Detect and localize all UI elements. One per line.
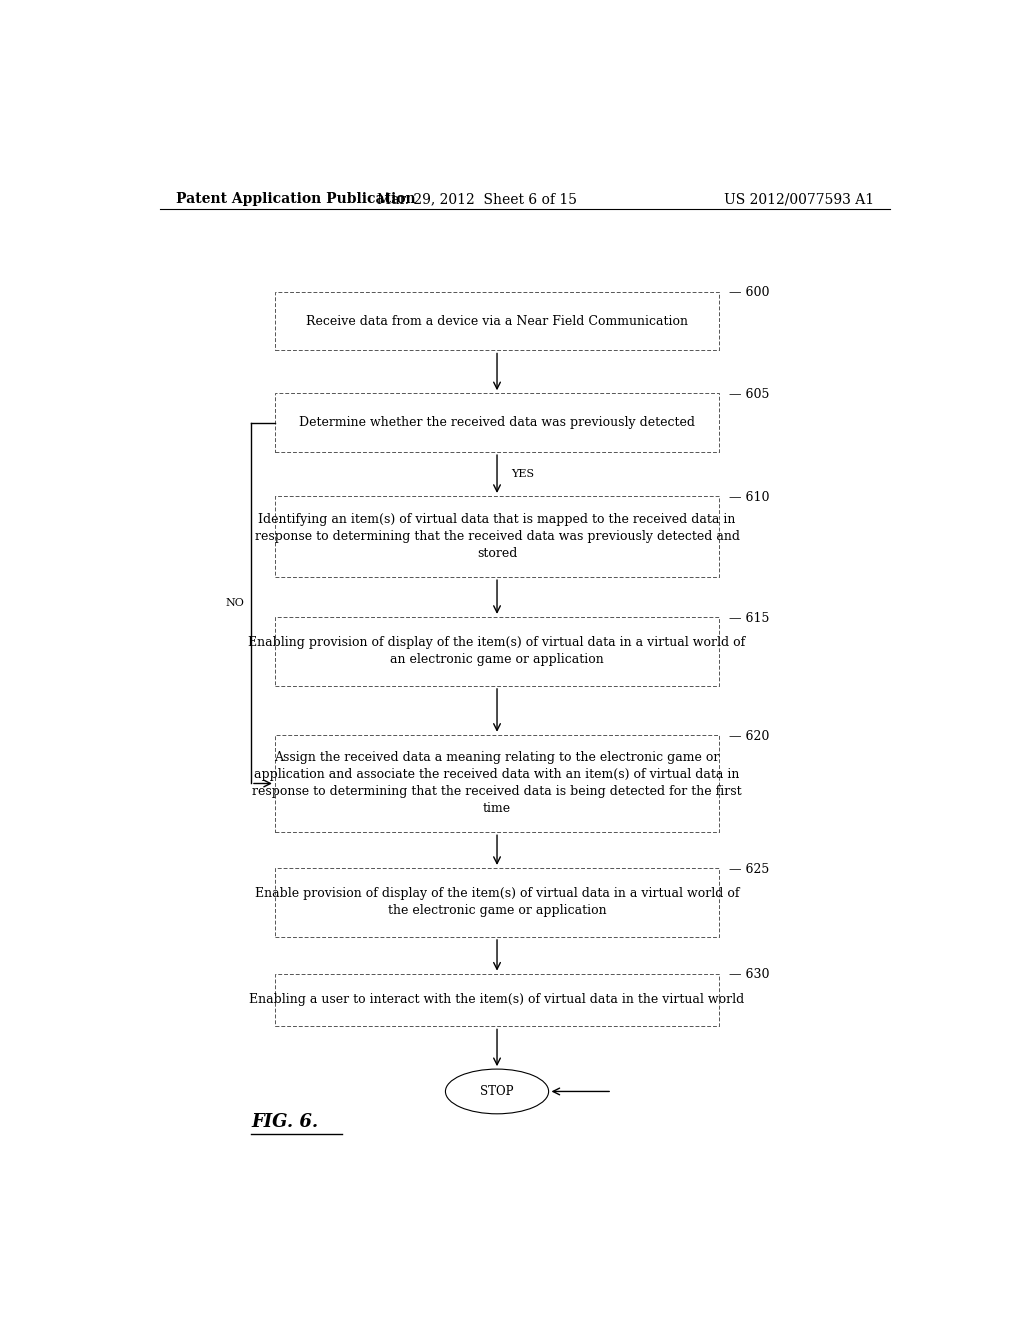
Text: FIG. 6.: FIG. 6. [251, 1113, 318, 1131]
Text: Patent Application Publication: Patent Application Publication [176, 191, 416, 206]
Text: NO: NO [225, 598, 245, 609]
Text: Receive data from a device via a Near Field Communication: Receive data from a device via a Near Fi… [306, 314, 688, 327]
Text: — 610: — 610 [729, 491, 769, 504]
Text: Assign the received data a meaning relating to the electronic game or
applicatio: Assign the received data a meaning relat… [252, 751, 741, 816]
Text: Identifying an item(s) of virtual data that is mapped to the received data in
re: Identifying an item(s) of virtual data t… [255, 513, 739, 560]
Text: Enabling provision of display of the item(s) of virtual data in a virtual world : Enabling provision of display of the ite… [249, 636, 745, 667]
Text: — 625: — 625 [729, 863, 769, 875]
Text: — 615: — 615 [729, 611, 769, 624]
Text: — 620: — 620 [729, 730, 769, 743]
Text: US 2012/0077593 A1: US 2012/0077593 A1 [724, 191, 873, 206]
FancyBboxPatch shape [274, 974, 719, 1027]
Ellipse shape [445, 1069, 549, 1114]
Text: — 600: — 600 [729, 286, 769, 300]
Text: YES: YES [511, 469, 535, 479]
Text: — 630: — 630 [729, 969, 769, 982]
FancyBboxPatch shape [274, 616, 719, 686]
Text: Enabling a user to interact with the item(s) of virtual data in the virtual worl: Enabling a user to interact with the ite… [250, 994, 744, 1006]
Text: Enable provision of display of the item(s) of virtual data in a virtual world of: Enable provision of display of the item(… [255, 887, 739, 917]
FancyBboxPatch shape [274, 735, 719, 833]
Text: Mar. 29, 2012  Sheet 6 of 15: Mar. 29, 2012 Sheet 6 of 15 [377, 191, 578, 206]
Text: Determine whether the received data was previously detected: Determine whether the received data was … [299, 416, 695, 429]
FancyBboxPatch shape [274, 867, 719, 937]
Text: — 605: — 605 [729, 388, 769, 401]
Text: STOP: STOP [480, 1085, 514, 1098]
FancyBboxPatch shape [274, 292, 719, 351]
FancyBboxPatch shape [274, 496, 719, 577]
FancyBboxPatch shape [274, 393, 719, 453]
